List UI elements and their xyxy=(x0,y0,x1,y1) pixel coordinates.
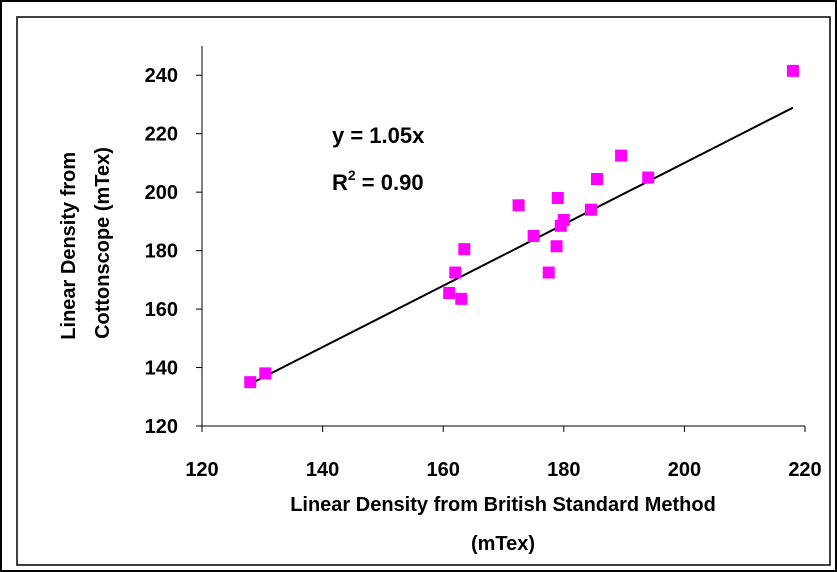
data-point xyxy=(551,192,564,204)
data-point xyxy=(557,213,570,226)
y-axis-title-line-2: Cottonscope (mTex) xyxy=(92,147,114,339)
data-point xyxy=(259,367,272,380)
r-squared-prefix: R xyxy=(332,170,348,195)
data-point xyxy=(786,64,799,77)
y-tick-label: 120 xyxy=(145,416,178,438)
x-tick-label: 200 xyxy=(668,459,701,481)
r-squared-superscript: 2 xyxy=(348,167,356,183)
x-axis-title-line-2: (mTex) xyxy=(471,533,535,555)
data-point xyxy=(590,173,603,185)
y-axis-title: Linear Density from Cottonscope (mTex) xyxy=(58,146,114,339)
r-squared-label: R2 = 0.90 xyxy=(332,167,424,195)
data-point xyxy=(542,266,555,279)
data-point xyxy=(615,149,628,162)
trendline xyxy=(249,106,794,385)
y-tick-label: 240 xyxy=(145,65,178,87)
data-point xyxy=(642,171,655,184)
data-point xyxy=(550,240,563,253)
y-axis-title-line-1: Linear Density from xyxy=(58,152,80,340)
data-point xyxy=(527,230,540,242)
data-point xyxy=(458,243,471,256)
y-tick-label: 220 xyxy=(145,124,178,146)
y-tick-label: 200 xyxy=(145,182,178,204)
r-squared-value: = 0.90 xyxy=(356,170,424,195)
y-tick-label: 140 xyxy=(145,358,178,380)
y-tick-label: 180 xyxy=(145,241,178,263)
x-tick-label: 120 xyxy=(185,459,218,481)
data-point xyxy=(512,199,525,212)
x-tick-label: 220 xyxy=(788,459,821,481)
x-tick-label: 160 xyxy=(427,459,460,481)
data-point xyxy=(443,287,456,299)
x-tick-label: 140 xyxy=(306,459,339,481)
chart-area-frame xyxy=(16,16,831,566)
data-point xyxy=(449,266,462,279)
x-axis-title-line-1: Linear Density from British Standard Met… xyxy=(290,494,716,516)
equation-label: y = 1.05x xyxy=(332,123,425,148)
data-point xyxy=(244,376,257,389)
x-tick-label: 180 xyxy=(547,459,580,481)
y-tick-label: 160 xyxy=(145,299,178,321)
data-point xyxy=(584,203,597,216)
data-point xyxy=(455,292,468,305)
